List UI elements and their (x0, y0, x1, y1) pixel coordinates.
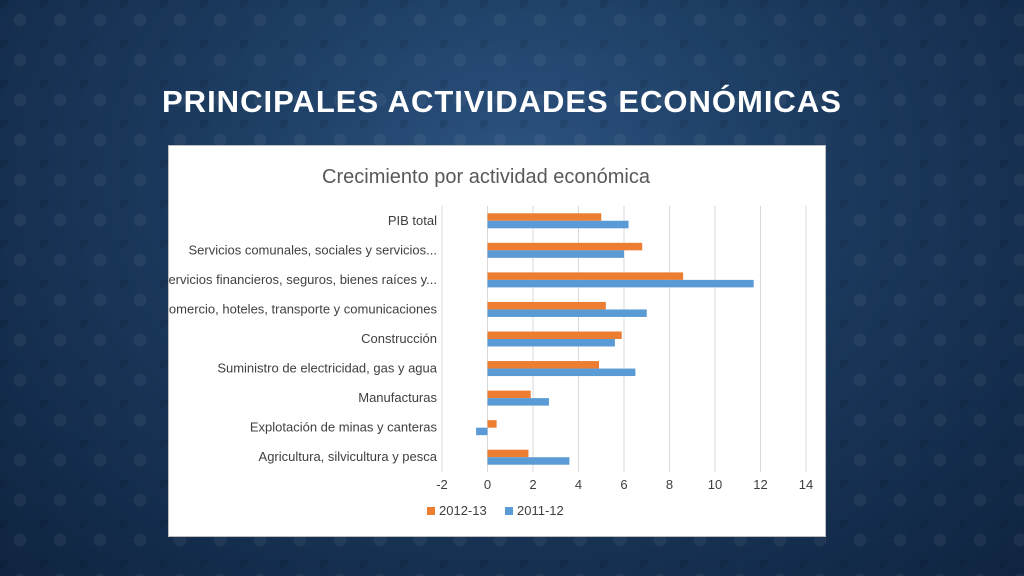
legend-label: 2012-13 (439, 503, 487, 518)
bar-2011-12 (487, 250, 624, 258)
category-label: Servicios comunales, sociales y servicio… (188, 242, 437, 257)
bar-2011-12 (487, 398, 549, 406)
category-label: Comercio, hoteles, transporte y comunica… (169, 301, 437, 316)
bar-2011-12 (487, 220, 629, 229)
bar-chart: Crecimiento por actividad económica PIB … (169, 166, 813, 518)
x-tick-label: -2 (436, 477, 448, 492)
x-tick-label: 4 (575, 477, 582, 492)
x-tick-label: 2 (529, 477, 536, 492)
chart-container: Crecimiento por actividad económica PIB … (168, 145, 826, 537)
bar-2012-13 (487, 449, 529, 458)
category-label: Explotación de minas y canteras (250, 420, 438, 435)
category-labels: PIB total Servicios comunales, sociales y… (169, 213, 438, 464)
chart-title: Crecimiento por actividad económica (322, 166, 651, 188)
bar-2012-13 (487, 331, 622, 339)
bar-2012-13 (487, 390, 531, 399)
legend: 2012-13 2011-12 (427, 503, 564, 518)
slide-title: PRINCIPALES ACTIVIDADES ECONÓMICAS (162, 84, 842, 119)
bar-2012-13 (487, 242, 643, 251)
bar-2012-13 (487, 272, 684, 280)
x-tick-label: 8 (666, 477, 673, 492)
bar-2011-12 (476, 427, 488, 436)
bar-2011-12 (487, 339, 615, 347)
bar-2011-12 (487, 279, 754, 288)
bar-2011-12 (487, 368, 636, 377)
category-label: Servicios financieros, seguros, bienes r… (169, 272, 437, 287)
category-label: Agricultura, silvicultura y pesca (259, 449, 438, 464)
x-tick-label: 14 (799, 477, 813, 492)
x-tick-label: 6 (620, 477, 627, 492)
category-label: Suministro de electricidad, gas y agua (217, 361, 437, 376)
bar-2012-13 (487, 213, 602, 221)
category-label: Construcción (361, 331, 437, 346)
bar-2011-12 (487, 457, 570, 465)
tick-labels: -2 0 2 4 6 8 10 12 14 (436, 477, 813, 492)
bar-2012-13 (487, 301, 606, 310)
bar-2012-13 (487, 420, 497, 428)
bar-2011-12 (487, 309, 647, 317)
legend-label: 2011-12 (517, 503, 564, 518)
category-label: Manufacturas (358, 390, 437, 405)
legend-swatch (427, 507, 435, 515)
x-tick-label: 10 (708, 477, 722, 492)
legend-swatch (505, 507, 513, 515)
bar-2012-13 (487, 361, 599, 369)
bars (476, 213, 754, 465)
x-tick-label: 12 (753, 477, 767, 492)
category-label: PIB total (388, 213, 437, 228)
x-tick-label: 0 (484, 477, 491, 492)
